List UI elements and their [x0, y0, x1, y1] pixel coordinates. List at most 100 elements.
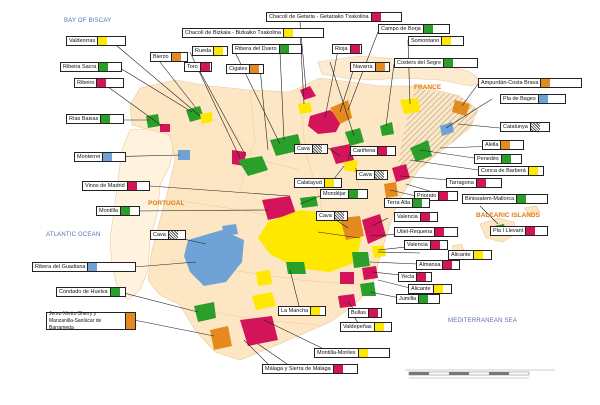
wine-label-text: Conca de Barberá: [481, 168, 526, 174]
color-swatch: [374, 63, 385, 71]
color-swatch: [332, 365, 343, 373]
sea-label-biscay: BAY OF BISCAY: [64, 18, 112, 24]
region-label-portugal: PORTUGAL: [148, 200, 185, 207]
wine-label-ribera-guadiana: Ribera del Guadiana: [32, 262, 136, 272]
wine-label-utiel-requena: Utiel-Requena: [394, 227, 458, 237]
wine-label-jerez: Jerez-Xérès-Sherry y Manzanilla-Sanlúcar…: [46, 311, 136, 331]
color-swatch: [249, 65, 260, 73]
wine-label-text: Pla I Llevant: [493, 228, 524, 234]
wine-label-valencia-1: Valencia: [394, 212, 438, 222]
color-swatch: [311, 145, 322, 153]
wine-label-bullas: Bullas: [348, 308, 382, 318]
wine-label-text: Cava: [359, 172, 372, 178]
wine-label-text: Almansa: [419, 262, 441, 268]
wine-label-conca-barbera: Conca de Barberá: [478, 166, 544, 176]
menorca-island: [523, 205, 541, 216]
color-swatch: [537, 95, 548, 103]
wine-label-text: Yecla: [401, 274, 415, 280]
wine-label-text: Catalunya: [503, 124, 528, 130]
wine-label-ribera-duero: Ribera del Duero: [232, 44, 302, 54]
color-swatch: [418, 295, 429, 303]
color-swatch: [373, 323, 384, 331]
wine-label-cava-2: Cava: [356, 170, 388, 180]
color-swatch: [416, 273, 427, 281]
wine-label-pla-llevant: Pla I Llevant: [490, 226, 548, 236]
leader-lines: [90, 21, 537, 367]
wine-label-text: Mondéjar: [323, 191, 346, 197]
wine-label-text: Somontano: [411, 38, 440, 44]
wine-label-carinena: Cariñena: [350, 146, 396, 156]
wine-label-text: Montilla: [99, 208, 118, 214]
color-swatch: [516, 195, 527, 203]
wine-label-priorato: Priorato: [414, 191, 458, 201]
wine-label-text: Vinos de Madrid: [85, 183, 125, 189]
color-swatch: [170, 53, 181, 61]
wine-label-alella: Alella: [482, 140, 524, 150]
wine-label-cava-1: Cava: [294, 144, 328, 154]
wine-label-text: Valdepeñas: [343, 324, 372, 330]
wine-label-penedes: Penedès: [474, 154, 522, 164]
wine-label-text: Condado de Huelva: [59, 289, 108, 295]
wine-label-text: Cigales: [229, 66, 248, 72]
wine-label-text: Rioja: [335, 46, 348, 52]
portugal-area: [109, 127, 176, 301]
wine-label-navarra: Navarra: [350, 62, 390, 72]
wine-label-toro: Toro: [184, 62, 212, 72]
wine-label-mondejar: Mondéjar: [320, 189, 368, 199]
wine-label-monterrei: Monterrei: [74, 152, 126, 162]
wine-label-ribeira-sacra: Ribeira Sacra: [60, 62, 122, 72]
wine-label-text: Alella: [485, 142, 499, 148]
wine-label-text: Jumilla: [399, 296, 417, 302]
wine-label-cava-4: Cava: [150, 230, 186, 240]
wine-label-alicante-1: Alicante: [448, 250, 492, 260]
color-swatch: [282, 29, 293, 37]
wine-label-rueda: Rueda: [192, 46, 228, 56]
wine-label-text: Navarra: [353, 64, 373, 70]
wine-label-calatayud: Calatayud: [294, 178, 342, 188]
color-swatch: [213, 47, 224, 55]
wine-label-text: Campo de Borja: [381, 26, 421, 32]
wine-label-text: Bierzo: [153, 54, 169, 60]
color-swatch: [434, 228, 445, 236]
wine-label-text: Tarragona: [449, 180, 474, 186]
color-swatch: [475, 179, 486, 187]
wine-label-text: Bullas: [351, 310, 366, 316]
color-swatch: [500, 155, 511, 163]
wine-label-campo-borja: Campo de Borja: [378, 24, 450, 34]
wine-label-text: Cariñena: [353, 148, 376, 154]
color-swatch: [472, 251, 483, 259]
wine-label-text: Ribera del Duero: [235, 46, 277, 52]
wine-label-text: Penedès: [477, 156, 499, 162]
wine-label-chacoli-getaria: Chacolí de Getaria - Getariako Txakolina: [266, 12, 402, 22]
region-label-balearic: BALEARIC ISLANDS: [476, 212, 540, 219]
color-swatch: [500, 141, 511, 149]
sea-label-mediterranean: MEDITERRANEAN SEA: [448, 318, 518, 324]
wine-label-costers-segre: Costers del Segre: [394, 58, 478, 68]
color-swatch: [442, 261, 453, 269]
wine-label-text: Toro: [187, 64, 198, 70]
wine-label-text: Valdeorras: [69, 38, 96, 44]
wine-label-text: Ribera del Guadiana: [35, 264, 86, 270]
color-swatch: [349, 45, 360, 53]
color-swatch: [167, 231, 178, 239]
wine-label-text: Binissalem-Mallorca: [465, 196, 515, 202]
color-swatch: [96, 79, 107, 87]
wine-label-condado-huelva: Condado de Huelva: [56, 287, 126, 297]
scale-bar: [405, 369, 555, 379]
wine-label-pla-bages: Pla de Bages: [500, 94, 566, 104]
wine-label-vinos-madrid: Vinos de Madrid: [82, 181, 150, 191]
color-swatch: [367, 309, 378, 317]
wine-label-chacoli-bizkaia: Chacolí de Bizkaia - Bizkaiko Txakolina: [182, 28, 324, 38]
wine-label-bierzo: Bierzo: [150, 52, 188, 62]
color-swatch: [333, 212, 344, 220]
wine-label-yecla: Yecla: [398, 272, 432, 282]
wine-label-text: Rías Baixas: [69, 116, 99, 122]
wine-label-terra-alta: Terra Alta: [384, 198, 430, 208]
wine-label-valencia-2: Valencia: [404, 240, 448, 250]
wine-label-montilla: Montilla: [96, 206, 140, 216]
wine-label-text: Monterrei: [77, 154, 101, 160]
wine-label-text: Málaga y Sierra de Málaga: [265, 366, 331, 372]
wine-label-text: Ampurdán-Costa Brava: [481, 80, 539, 86]
wine-label-valdepenas: Valdepeñas: [340, 322, 392, 332]
color-swatch: [412, 199, 423, 207]
